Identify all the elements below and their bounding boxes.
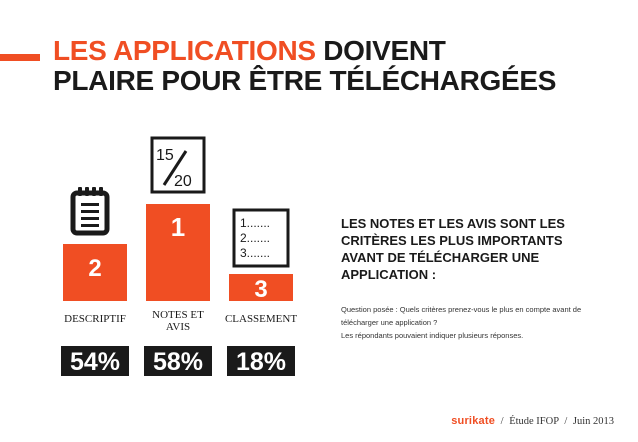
footer-date: Juin 2013 xyxy=(572,416,614,427)
ranked-list-line: 2....... xyxy=(240,231,270,245)
survey-question-line: Question posée : Quels critères prenez-v… xyxy=(341,305,582,314)
score-top: 15 xyxy=(156,147,174,164)
podium-bar-2 xyxy=(146,204,210,301)
rank-number: 1 xyxy=(171,212,185,242)
category-label: DESCRIPTIF xyxy=(64,313,126,325)
title-line2: PLAIRE POUR ÊTRE TÉLÉCHARGÉES xyxy=(53,65,557,96)
accent-line xyxy=(0,54,40,61)
footer: surikate / Étude IFOP / Juin 2013 xyxy=(451,415,614,427)
insight-headline: LES NOTES ET LES AVIS SONT LES CRITÈRES … xyxy=(341,215,601,283)
survey-question-line: télécharger une application ? xyxy=(341,318,438,327)
value-label: 58% xyxy=(153,348,203,376)
notepad-ring xyxy=(85,187,89,196)
title-rest-line1: DOIVENT xyxy=(315,35,446,66)
insight-headline-line: APPLICATION : xyxy=(341,267,437,282)
ranked-list-line: 3....... xyxy=(240,246,270,260)
value-label: 18% xyxy=(236,348,286,376)
value-pill xyxy=(144,346,212,376)
footer-study: Étude IFOP xyxy=(509,416,559,427)
category-label: AVIS xyxy=(166,321,190,333)
podium-bar-1 xyxy=(63,244,127,301)
value-pill xyxy=(227,346,295,376)
brand-logo: surikate xyxy=(451,415,496,427)
title-highlight: LES APPLICATIONS xyxy=(53,35,316,66)
notepad-ring xyxy=(92,187,96,196)
notepad-line xyxy=(81,217,99,220)
rank-number: 2 xyxy=(88,255,101,282)
notepad-ring xyxy=(78,187,82,196)
ranked-list-icon xyxy=(232,208,290,268)
rank-number: 3 xyxy=(254,276,267,303)
footer-separator: / xyxy=(564,416,568,427)
insight-headline-line: CRITÈRES LES PLUS IMPORTANTS xyxy=(341,233,563,248)
survey-question: Question posée : Quels critères prenez-v… xyxy=(341,303,601,329)
survey-note: Les répondants pouvaient indiquer plusie… xyxy=(341,331,524,340)
score-slash xyxy=(162,150,188,186)
footer-separator: / xyxy=(500,416,504,427)
notepad-line xyxy=(81,203,99,206)
category-label: CLASSEMENT xyxy=(225,313,297,325)
notepad-line xyxy=(81,224,99,227)
insight-block: LES NOTES ET LES AVIS SONT LES CRITÈRES … xyxy=(341,215,601,342)
value-label: 54% xyxy=(70,348,120,376)
notepad-icon xyxy=(70,190,110,236)
score-bottom: 20 xyxy=(174,173,192,190)
insight-headline-line: LES NOTES ET LES AVIS SONT LES xyxy=(341,216,565,231)
podium-bar-3 xyxy=(229,274,293,301)
notepad-ring xyxy=(99,187,103,196)
category-label: NOTES ET xyxy=(152,309,204,321)
insight-headline-line: AVANT DE TÉLÉCHARGER UNE xyxy=(341,250,540,265)
ranked-list-line: 1....... xyxy=(240,216,270,230)
notepad-line xyxy=(81,210,99,213)
page-title: LES APPLICATIONS DOIVENT PLAIRE POUR ÊTR… xyxy=(53,36,613,96)
value-pill xyxy=(61,346,129,376)
